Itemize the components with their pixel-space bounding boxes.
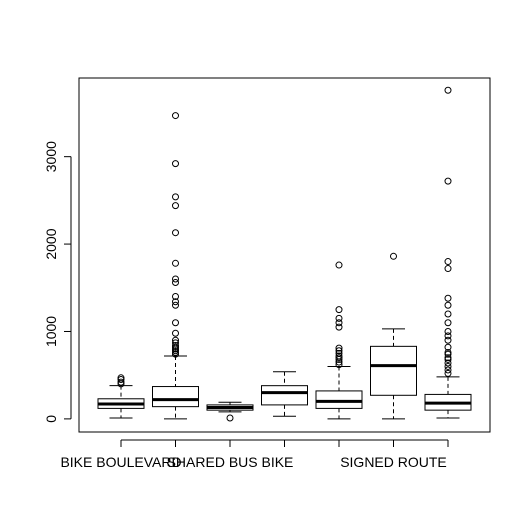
boxes [97, 86, 472, 422]
outlier-point [335, 361, 343, 369]
outlier-point [444, 258, 452, 266]
y-tick-label: 2000 [43, 228, 59, 259]
outlier-point [335, 323, 343, 331]
iqr-box [370, 345, 417, 396]
outlier-point [444, 343, 452, 351]
outlier-point [335, 261, 343, 269]
outlier-point [172, 275, 179, 283]
outlier-point [335, 314, 343, 322]
outlier-point [172, 160, 179, 168]
outlier-point [172, 293, 179, 301]
box-group [315, 261, 363, 420]
outlier-point [444, 294, 452, 302]
outlier-point [172, 329, 179, 337]
box-group [424, 86, 472, 419]
outlier-point [335, 347, 343, 355]
outlier-point [172, 298, 179, 306]
y-tick-label: 1000 [43, 316, 59, 347]
outlier-point [444, 327, 452, 335]
outlier-point [172, 259, 179, 267]
box-group [152, 112, 199, 420]
iqr-box [315, 390, 363, 409]
iqr-box [261, 385, 308, 406]
iqr-box [152, 386, 199, 408]
box-group [370, 252, 417, 420]
outlier-point [444, 354, 452, 362]
outlier-point [335, 319, 343, 327]
outlier-point [444, 332, 452, 340]
outlier-point [172, 336, 179, 344]
outlier-point [444, 310, 452, 318]
outlier-point [444, 348, 452, 356]
outlier-point [117, 374, 125, 382]
outlier-point [172, 279, 179, 287]
outlier-point [444, 319, 452, 327]
outlier-point [335, 344, 343, 352]
outlier-point [172, 319, 179, 327]
outlier-point [172, 112, 179, 120]
box-group [97, 374, 145, 419]
outlier-point [444, 265, 452, 273]
outlier-point [335, 352, 343, 360]
x-tick-label: BIKE BOULEVARD [60, 454, 181, 470]
outlier-point [444, 177, 452, 185]
y-axis: 0 1000 2000 3000 [43, 141, 72, 423]
box-group [206, 401, 254, 422]
y-tick-label: 3000 [43, 141, 59, 172]
outlier-point [172, 341, 179, 349]
outlier-point [444, 86, 452, 94]
outlier-point [172, 202, 179, 210]
outlier-point [444, 362, 452, 370]
outlier-point [172, 193, 179, 201]
outlier-point [444, 359, 452, 367]
outlier-point [444, 336, 452, 344]
x-tick-label: SHARED BUS BIKE [167, 454, 294, 470]
outlier-point [172, 301, 179, 309]
plot-frame [78, 77, 491, 433]
outlier-point [117, 378, 125, 386]
outlier-point [172, 229, 179, 237]
box-group [261, 371, 308, 417]
outlier-point [444, 301, 452, 309]
outlier-point [444, 366, 452, 374]
outlier-point [335, 306, 343, 314]
outlier-point [444, 369, 452, 377]
y-tick-label: 0 [43, 415, 59, 423]
outlier-point [226, 414, 234, 422]
outlier-point [335, 349, 343, 357]
x-tick-label: SIGNED ROUTE [340, 454, 447, 470]
outlier-point [390, 252, 397, 260]
outlier-point [172, 339, 179, 347]
